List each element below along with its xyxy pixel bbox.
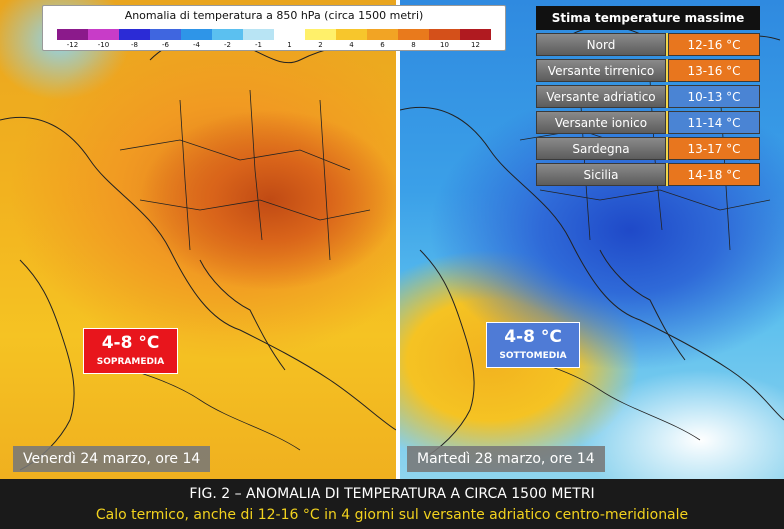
table-row: Nord 12-16 °C — [536, 33, 760, 56]
legend-tick: -4 — [193, 41, 200, 49]
table-row: Sicilia 14-18 °C — [536, 163, 760, 186]
table-row: Versante ionico 11-14 °C — [536, 111, 760, 134]
legend-tick: 6 — [380, 41, 385, 49]
row-separator — [666, 163, 668, 186]
legend-color-bar — [57, 29, 491, 40]
legend-tick: 10 — [440, 41, 449, 49]
anomaly-badge-above-average: 4-8 °C SOPRAMEDIA — [83, 328, 178, 374]
badge-value: 4-8 °C — [504, 327, 562, 347]
temperature-value: 12-16 °C — [668, 33, 760, 56]
date-label-right: Martedì 28 marzo, ore 14 — [407, 446, 605, 472]
region-label: Nord — [536, 33, 666, 56]
temperature-value: 13-16 °C — [668, 59, 760, 82]
badge-value: 4-8 °C — [101, 333, 160, 353]
region-label: Sardegna — [536, 137, 666, 160]
temperature-value: 11-14 °C — [668, 111, 760, 134]
legend-swatch — [150, 29, 181, 40]
region-label: Sicilia — [536, 163, 666, 186]
legend-swatch — [119, 29, 150, 40]
table-row: Versante tirrenico 13-16 °C — [536, 59, 760, 82]
caption-title: FIG. 2 – ANOMALIA DI TEMPERATURA A CIRCA… — [189, 486, 595, 502]
legend-swatch — [181, 29, 212, 40]
date-label-left: Venerdì 24 marzo, ore 14 — [13, 446, 211, 472]
legend-tick: 2 — [318, 41, 323, 49]
legend-swatch — [212, 29, 243, 40]
table-header: Stima temperature massime — [536, 6, 760, 30]
region-label: Versante tirrenico — [536, 59, 666, 82]
table-rows: Nord 12-16 °C Versante tirrenico 13-16 °C Ve… — [536, 33, 760, 186]
legend-title: Anomalia di temperatura a 850 hPa (circa… — [124, 9, 424, 22]
region-label: Versante ionico — [536, 111, 666, 134]
max-temperature-table: Stima temperature massime Nord 12-16 °C Ve… — [536, 6, 760, 189]
legend-swatch — [367, 29, 398, 40]
row-separator — [666, 59, 668, 82]
row-separator — [666, 85, 668, 108]
legend-swatch — [398, 29, 429, 40]
legend-tick: 12 — [471, 41, 480, 49]
legend-swatch — [243, 29, 274, 40]
temperature-value: 13-17 °C — [668, 137, 760, 160]
legend-tick-labels: -12 -10 -8 -6 -4 -2 -1 1 2 4 6 8 10 12 — [57, 41, 491, 50]
legend-tick: 8 — [411, 41, 416, 49]
badge-label: SOTTOMEDIA — [499, 351, 567, 361]
legend-swatch — [305, 29, 336, 40]
map-left-anomaly — [0, 0, 396, 479]
caption-subtitle: Calo termico, anche di 12-16 °C in 4 gio… — [95, 507, 689, 523]
temperature-value: 10-13 °C — [668, 85, 760, 108]
coastlines-left — [0, 35, 396, 471]
temperature-anomaly-legend: Anomalia di temperatura a 850 hPa (circa… — [42, 5, 506, 51]
legend-tick: -10 — [97, 41, 110, 49]
legend-tick: -1 — [255, 41, 262, 49]
map-divider — [396, 0, 400, 479]
region-label: Versante adriatico — [536, 85, 666, 108]
legend-tick: -12 — [66, 41, 79, 49]
legend-swatch — [336, 29, 367, 40]
figure-caption: FIG. 2 – ANOMALIA DI TEMPERATURA A CIRCA… — [0, 479, 784, 529]
legend-tick: -8 — [131, 41, 138, 49]
temperature-value: 14-18 °C — [668, 163, 760, 186]
legend-swatch — [88, 29, 119, 40]
legend-tick: 4 — [349, 41, 354, 49]
legend-swatch — [460, 29, 491, 40]
legend-tick: -2 — [224, 41, 231, 49]
legend-tick: 1 — [287, 41, 292, 49]
row-separator — [666, 137, 668, 160]
legend-swatch — [274, 29, 305, 40]
anomaly-badge-below-average: 4-8 °C SOTTOMEDIA — [486, 322, 580, 368]
badge-label: SOPRAMEDIA — [96, 357, 165, 367]
legend-swatch — [57, 29, 88, 40]
legend-tick: -6 — [162, 41, 169, 49]
row-separator — [666, 111, 668, 134]
legend-swatch — [429, 29, 460, 40]
row-separator — [666, 33, 668, 56]
table-row: Sardegna 13-17 °C — [536, 137, 760, 160]
table-row: Versante adriatico 10-13 °C — [536, 85, 760, 108]
